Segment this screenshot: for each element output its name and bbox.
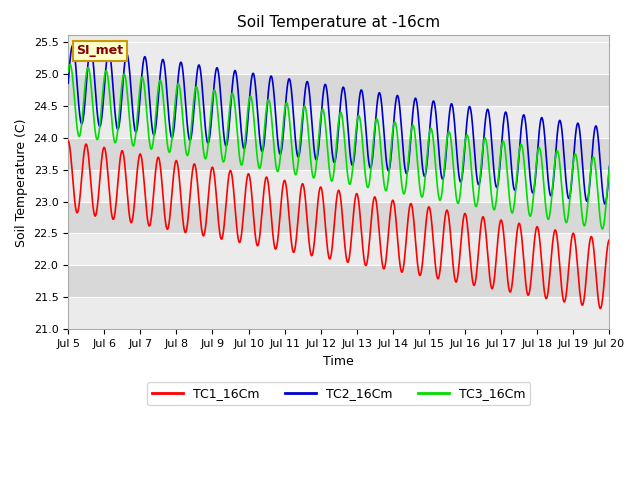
X-axis label: Time: Time xyxy=(323,355,354,368)
Bar xyxy=(68,202,609,233)
Bar xyxy=(68,298,609,329)
Legend: TC1_16Cm, TC2_16Cm, TC3_16Cm: TC1_16Cm, TC2_16Cm, TC3_16Cm xyxy=(147,383,531,406)
Bar xyxy=(68,138,609,169)
Bar xyxy=(68,265,609,298)
Bar xyxy=(68,233,609,265)
Y-axis label: Soil Temperature (C): Soil Temperature (C) xyxy=(15,118,28,247)
Bar xyxy=(68,74,609,106)
Text: SI_met: SI_met xyxy=(76,45,124,58)
Bar xyxy=(68,169,609,202)
Title: Soil Temperature at -16cm: Soil Temperature at -16cm xyxy=(237,15,440,30)
Bar xyxy=(68,106,609,138)
Bar xyxy=(68,42,609,74)
